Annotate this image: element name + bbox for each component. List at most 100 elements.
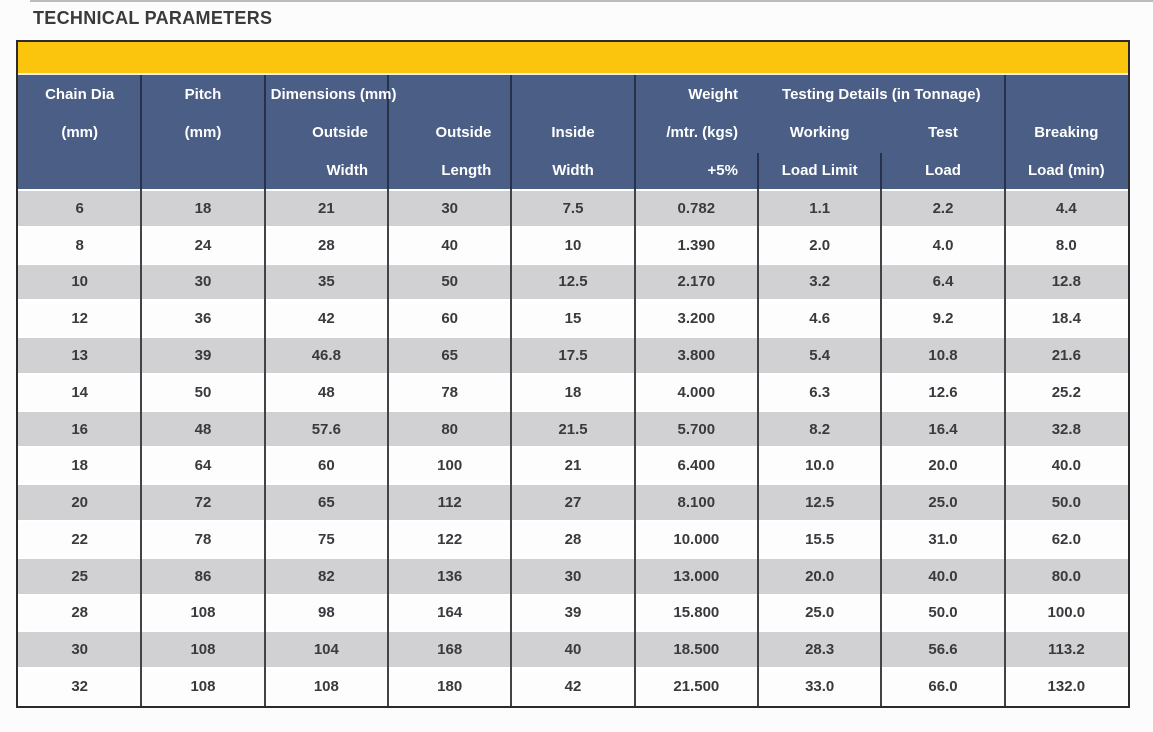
column-divider (880, 152, 883, 189)
column-header-line3: Load (925, 161, 961, 179)
table-cell: 8 (75, 236, 84, 254)
table-cell: 31.0 (928, 530, 958, 548)
table-cell: 21.500 (673, 678, 720, 696)
table-row: 25 86 82 136 30 13.000 20.0 40.0 80.0 (18, 558, 1128, 596)
column-header-line3: Load (min) (1028, 161, 1105, 179)
table-body: 6 18 21 30 7.5 0.782 1.1 2.2 4.4 8 24 28 40 10 1.390 2.… (18, 189, 1128, 706)
table-cell: 13 (71, 347, 88, 365)
table-cell: 108 (190, 641, 216, 659)
column-divider (1003, 75, 1006, 189)
table-row: 6 18 21 30 7.5 0.782 1.1 2.2 4.4 (18, 189, 1128, 228)
table-cell: 3.200 (677, 310, 716, 328)
table-cell: 10.000 (673, 530, 720, 548)
column-header-line3: Load Limit (781, 161, 858, 179)
table-cell: 100 (437, 457, 463, 475)
column-header-line3: Width (552, 161, 594, 179)
table-cell: 2.0 (809, 236, 831, 254)
table-cell: 100.0 (1047, 604, 1086, 622)
table-cell: 21 (564, 457, 582, 475)
column-divider (757, 152, 759, 189)
highlight-banner (18, 42, 1128, 75)
table-row: 16 48 57.6 80 21.5 5.700 8.2 16.4 32.8 (18, 411, 1128, 449)
table-row: 14 50 48 78 18 4.000 6.3 12.6 25.2 (18, 374, 1128, 412)
table-cell: 27 (564, 494, 582, 512)
table-cell: 25.2 (1051, 383, 1081, 401)
table-cell: 6.400 (677, 457, 716, 475)
table-cell: 20.0 (805, 567, 835, 585)
table-cell: 98 (317, 604, 335, 622)
table-cell: 86 (194, 567, 212, 585)
table-cell: 28.3 (805, 641, 835, 659)
table-cell: 1.1 (809, 199, 831, 217)
column-group-header-dimensions: Dimensions (mm) (270, 85, 397, 103)
table-cell: 108 (190, 678, 216, 696)
table-cell: 2.170 (677, 273, 716, 291)
table-cell: 50 (441, 273, 458, 291)
table-cell: 78 (194, 530, 212, 548)
column-divider (633, 75, 636, 189)
table-cell: 60 (317, 457, 335, 475)
table-cell: 30 (71, 641, 88, 659)
table-cell: 10 (71, 273, 88, 291)
table-row: 32 108 108 180 42 21.500 33.0 66.0 132.0 (18, 669, 1128, 706)
table-cell: 104 (313, 641, 339, 659)
table-cell: 75 (317, 530, 335, 548)
table-cell: 39 (194, 347, 212, 365)
table-cell: 82 (317, 567, 335, 585)
table-cell: 5.700 (677, 420, 716, 438)
table-cell: 64 (194, 457, 212, 475)
table-cell: 56.6 (928, 641, 958, 659)
table-cell: 108 (190, 604, 216, 622)
table-cell: 30 (441, 199, 458, 217)
table-cell: 50.0 (928, 604, 958, 622)
page-title: TECHNICAL PARAMETERS (33, 8, 273, 28)
column-group-header-testing-details: Testing Details (in Tonnage) (782, 85, 981, 103)
table-cell: 12.8 (1051, 273, 1081, 291)
table-cell: 2.2 (932, 199, 954, 217)
table-cell: 20.0 (928, 457, 958, 475)
table-cell: 46.8 (311, 347, 341, 365)
column-header-line2: (mm) (61, 123, 98, 141)
column-divider (387, 75, 389, 189)
table-cell: 65 (441, 347, 458, 365)
table-cell: 4.6 (809, 310, 831, 328)
table-row: 22 78 75 122 28 10.000 15.5 31.0 62.0 (18, 522, 1128, 559)
table-cell: 30 (194, 273, 212, 291)
table-cell: 22 (71, 530, 88, 548)
table-row: 18 64 60 100 21 6.400 10.0 20.0 40.0 (18, 448, 1128, 486)
column-header-line2: Outside (435, 123, 492, 141)
table-cell: 28 (71, 604, 88, 622)
table-cell: 80.0 (1051, 567, 1081, 585)
table-cell: 12.5 (805, 494, 835, 512)
table-cell: 72 (194, 494, 212, 512)
table-cell: 6.3 (809, 383, 831, 401)
column-header-line2: /mtr. (kgs) (666, 123, 738, 141)
column-divider (140, 75, 143, 189)
table-row: 28 108 98 164 39 15.800 25.0 50.0 100.0 (18, 595, 1128, 633)
table-cell: 24 (194, 236, 212, 254)
table-cell: 113.2 (1047, 641, 1085, 659)
table-cell: 39 (564, 604, 582, 622)
table-cell: 8.100 (677, 494, 716, 512)
table-cell: 48 (317, 383, 335, 401)
table-cell: 10.0 (805, 457, 835, 475)
table-cell: 66.0 (928, 678, 958, 696)
table-cell: 122 (437, 530, 463, 548)
column-header-chain-dia: Chain Dia (45, 85, 115, 103)
table-row: 13 39 46.8 65 17.5 3.800 5.4 10.8 21.6 (18, 338, 1128, 375)
table-cell: 3.2 (809, 273, 831, 291)
table-cell: 9.2 (932, 310, 954, 328)
table-cell: 18 (194, 199, 212, 217)
column-header-line2: Inside (551, 123, 595, 141)
table-cell: 180 (437, 678, 463, 696)
column-header-line3: Width (326, 161, 368, 179)
column-header-line2: Breaking (1034, 123, 1099, 141)
table-cell: 8.0 (1055, 236, 1077, 254)
table-cell: 25.0 (928, 494, 958, 512)
column-divider (510, 75, 513, 189)
table-cell: 40 (441, 236, 458, 254)
table-cell: 13.000 (673, 567, 720, 585)
table-cell: 62.0 (1051, 530, 1081, 548)
table-cell: 15 (564, 310, 582, 328)
table-row: 12 36 42 60 15 3.200 4.6 9.2 18.4 (18, 301, 1128, 339)
